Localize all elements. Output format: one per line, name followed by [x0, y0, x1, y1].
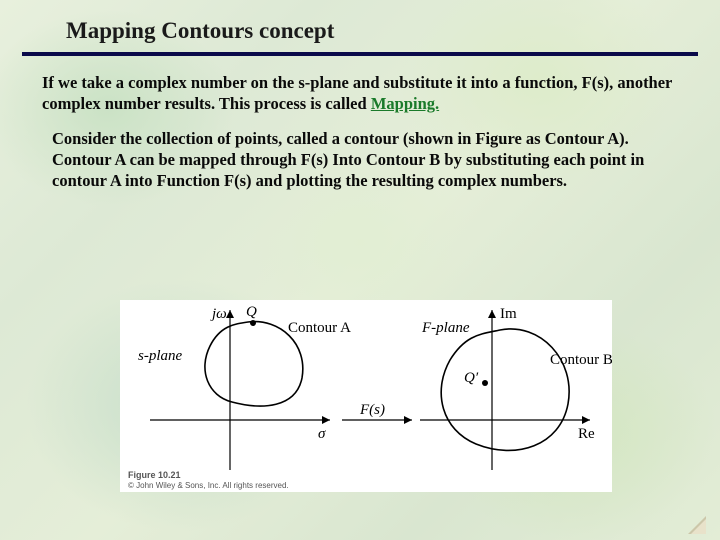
page-curl-icon: [688, 516, 706, 534]
paragraph-1-text: If we take a complex number on the s-pla…: [42, 73, 672, 113]
svg-text:σ: σ: [318, 426, 326, 442]
svg-text:s-plane: s-plane: [138, 348, 183, 364]
figure: σ jω s-plane Contour A Q Re Im F-plane Contour B…: [120, 300, 612, 492]
svg-text:jω: jω: [210, 306, 227, 322]
svg-text:Figure 10.21: Figure 10.21: [128, 470, 181, 480]
svg-text:Im: Im: [500, 306, 517, 322]
svg-text:Re: Re: [578, 426, 595, 442]
title-block: Mapping Contours concept: [0, 0, 720, 50]
svg-text:Contour B: Contour B: [550, 352, 612, 368]
figure-svg: σ jω s-plane Contour A Q Re Im F-plane Contour B…: [120, 300, 612, 492]
paragraph-1: If we take a complex number on the s-pla…: [42, 72, 692, 114]
svg-text:F-plane: F-plane: [421, 320, 470, 336]
title-rule: [22, 52, 698, 56]
slide: Mapping Contours concept If we take a co…: [0, 0, 720, 540]
svg-text:Q′: Q′: [464, 370, 479, 386]
slide-title: Mapping Contours concept: [66, 18, 720, 50]
svg-text:Q: Q: [246, 304, 257, 320]
mapping-term: Mapping.: [371, 94, 439, 113]
svg-text:F(s): F(s): [359, 402, 385, 418]
svg-text:© John Wiley & Sons, Inc. All: © John Wiley & Sons, Inc. All rights res…: [128, 481, 289, 490]
paragraph-2: Consider the collection of points, calle…: [52, 128, 684, 191]
svg-text:Contour A: Contour A: [288, 320, 351, 336]
